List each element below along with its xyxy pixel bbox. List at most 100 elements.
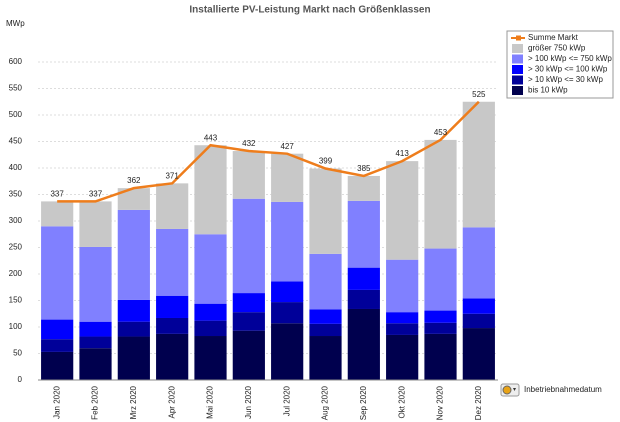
bar-segment bbox=[79, 246, 112, 322]
data-label: 525 bbox=[472, 90, 486, 99]
x-tick-label: Dez 2020 bbox=[474, 385, 483, 420]
bar-segment bbox=[194, 145, 227, 235]
bar-segment bbox=[347, 308, 380, 380]
y-tick-label: 500 bbox=[9, 110, 23, 119]
bar-segment bbox=[424, 310, 457, 323]
data-label: 453 bbox=[434, 128, 448, 137]
bar-segment bbox=[271, 281, 304, 303]
bar-segment bbox=[309, 336, 342, 380]
bar-segment bbox=[232, 198, 265, 294]
legend-label: Summe Markt bbox=[528, 33, 579, 42]
legend-label: > 30 kWp <= 100 kWp bbox=[528, 65, 608, 74]
bar-segment bbox=[424, 333, 457, 380]
bar-segment bbox=[309, 253, 342, 310]
y-axis-label: MWp bbox=[6, 19, 25, 28]
dropdown-icon[interactable] bbox=[500, 383, 520, 397]
data-label: 385 bbox=[357, 164, 371, 173]
legend-swatch bbox=[512, 75, 523, 85]
bar-segment bbox=[347, 289, 380, 309]
data-label: 413 bbox=[395, 149, 409, 158]
bar-segment bbox=[347, 200, 380, 268]
bar-segment bbox=[424, 139, 457, 249]
bar-segment bbox=[232, 151, 265, 199]
bar-segment bbox=[79, 348, 112, 380]
data-label: 337 bbox=[50, 189, 64, 198]
x-tick-label: Aug 2020 bbox=[321, 385, 330, 420]
x-tick-label: Jun 2020 bbox=[244, 385, 253, 418]
y-tick-label: 400 bbox=[9, 163, 23, 172]
x-tick-label: Jan 2020 bbox=[52, 385, 61, 418]
bar-segment bbox=[194, 234, 227, 304]
bar-segment bbox=[41, 201, 74, 227]
data-label: 443 bbox=[204, 133, 218, 142]
chart-title: Installierte PV-Leistung Markt nach Größ… bbox=[189, 5, 430, 16]
bar-segment bbox=[194, 303, 227, 321]
y-tick-label: 600 bbox=[9, 57, 23, 66]
legend-label: > 10 kWp <= 30 kWp bbox=[528, 75, 603, 84]
y-tick-label: 450 bbox=[9, 137, 23, 146]
x-tick-label: Feb 2020 bbox=[91, 385, 100, 419]
bar-segment bbox=[462, 227, 495, 299]
bar-segment bbox=[462, 101, 495, 228]
bar-segment bbox=[194, 320, 227, 337]
legend-label: > 100 kWp <= 750 kWp bbox=[528, 54, 612, 63]
line bbox=[57, 100, 480, 203]
y-tick-label: 550 bbox=[9, 84, 23, 93]
data-label: 337 bbox=[89, 189, 103, 198]
y-tick-label: 100 bbox=[9, 322, 23, 331]
legend-box bbox=[506, 30, 614, 99]
bar-segment bbox=[462, 298, 495, 314]
data-label: 371 bbox=[165, 171, 179, 180]
y-tick-label: 50 bbox=[13, 349, 22, 358]
bar-segment bbox=[156, 317, 189, 334]
bar-segment bbox=[271, 323, 304, 380]
bar-segment bbox=[424, 248, 457, 311]
bar-segment bbox=[117, 188, 150, 210]
bar-segment bbox=[232, 330, 265, 380]
bar-segment bbox=[386, 161, 419, 260]
x-tick-label: Sep 2020 bbox=[359, 385, 368, 420]
data-label: 432 bbox=[242, 139, 256, 148]
bar-segment bbox=[117, 321, 150, 337]
data-label: 362 bbox=[127, 176, 141, 185]
legend-marker bbox=[516, 35, 521, 41]
bar-segment bbox=[309, 309, 342, 324]
bar-segment bbox=[79, 336, 112, 349]
x-tick-label: Mrz 2020 bbox=[129, 385, 138, 419]
x-tick-label: Okt 2020 bbox=[397, 385, 406, 418]
bar-segment bbox=[79, 321, 112, 337]
bar-segment bbox=[117, 209, 150, 300]
y-tick-label: 0 bbox=[18, 375, 23, 384]
bar-segment bbox=[117, 299, 150, 322]
bar-segment bbox=[271, 302, 304, 324]
x-tick-label: Apr 2020 bbox=[167, 385, 176, 418]
y-tick-label: 250 bbox=[9, 243, 23, 252]
bar-segment bbox=[386, 323, 419, 335]
data-label: 399 bbox=[319, 157, 333, 166]
bar-segment bbox=[271, 201, 304, 282]
bar-segment bbox=[232, 312, 265, 331]
bar-segment bbox=[347, 175, 380, 201]
bar-segment bbox=[79, 201, 112, 247]
bar-segment bbox=[309, 323, 342, 337]
bar-segment bbox=[117, 336, 150, 380]
x-tick-label: Mai 2020 bbox=[206, 385, 215, 418]
data-label: 427 bbox=[280, 142, 294, 151]
y-tick-label: 150 bbox=[9, 296, 23, 305]
bar-segment bbox=[41, 351, 74, 380]
bar-segment bbox=[156, 183, 189, 229]
bar-segment bbox=[386, 259, 419, 313]
legend-label: bis 10 kWp bbox=[528, 86, 568, 95]
bar-segment bbox=[41, 226, 74, 320]
bar-segment bbox=[386, 334, 419, 380]
bar-segment bbox=[386, 312, 419, 324]
y-tick-label: 200 bbox=[9, 269, 23, 278]
legend-swatch bbox=[512, 54, 523, 64]
bar-segment bbox=[462, 313, 495, 329]
legend-label: größer 750 kWp bbox=[528, 44, 586, 53]
bar-segment bbox=[462, 328, 495, 380]
bar-segment bbox=[232, 293, 265, 313]
bar-segment bbox=[194, 336, 227, 380]
legend-swatch bbox=[512, 65, 523, 74]
